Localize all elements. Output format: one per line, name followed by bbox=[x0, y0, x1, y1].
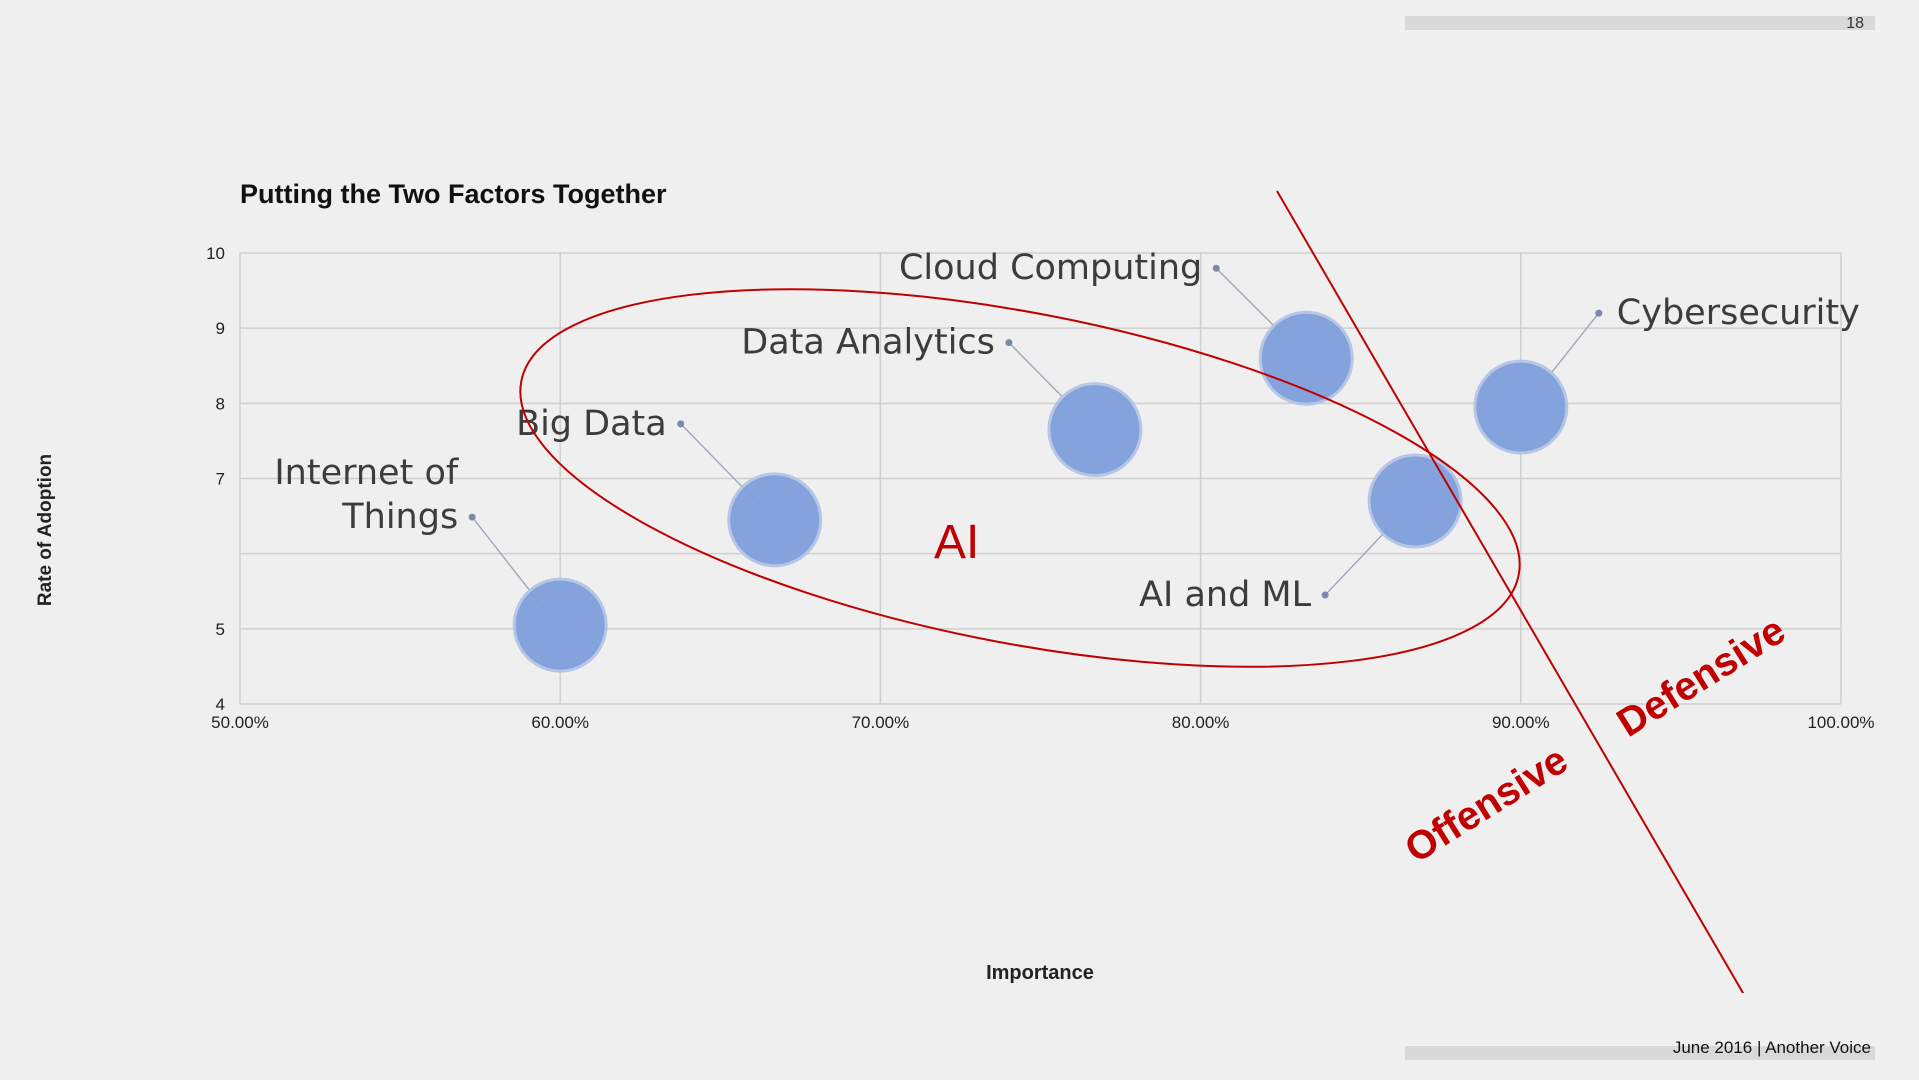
x-tick-label: 50.00% bbox=[211, 713, 269, 732]
chart-title: Putting the Two Factors Together bbox=[240, 179, 667, 209]
y-tick-label: 4 bbox=[216, 695, 225, 714]
data-point bbox=[1473, 359, 1569, 455]
point-label: Data Analytics bbox=[741, 323, 995, 363]
leader-dot bbox=[1321, 591, 1329, 599]
point-label: AI and ML bbox=[1139, 575, 1312, 615]
point-label: Cloud Computing bbox=[899, 248, 1202, 288]
point-label: Cybersecurity bbox=[1617, 293, 1860, 333]
y-tick-label: 10 bbox=[206, 244, 225, 263]
x-axis-label: Importance bbox=[986, 962, 1094, 984]
leader-dot bbox=[677, 420, 685, 428]
y-tick-label: 8 bbox=[216, 394, 225, 413]
x-axis-ticks: 50.00% 60.00% 70.00% 80.00% 90.00% 100.00% bbox=[211, 713, 1874, 732]
y-axis-label: Rate of Adoption bbox=[35, 454, 56, 606]
x-tick-label: 60.00% bbox=[531, 713, 589, 732]
ai-group-ellipse bbox=[519, 288, 1521, 668]
footer-bar bbox=[1405, 1046, 1875, 1060]
slide-number-bar bbox=[1405, 16, 1875, 30]
offensive-defensive-divider bbox=[1276, 190, 1745, 993]
leader-dot bbox=[1595, 309, 1603, 317]
x-tick-label: 70.00% bbox=[852, 713, 910, 732]
leader-dot bbox=[1005, 339, 1013, 347]
gridlines bbox=[239, 252, 1842, 705]
leader-dot bbox=[468, 513, 476, 521]
y-axis-ticks: 10 9 8 7 5 4 bbox=[206, 244, 225, 714]
data-point bbox=[1367, 453, 1463, 549]
leader-dot bbox=[1212, 264, 1220, 272]
point-label: Internet of bbox=[274, 453, 459, 493]
x-tick-label: 100.00% bbox=[1807, 713, 1874, 732]
y-tick-label: 7 bbox=[216, 470, 225, 489]
data-point bbox=[512, 577, 608, 673]
point-label: Things bbox=[341, 497, 458, 537]
ai-group-label: AI bbox=[934, 516, 979, 569]
y-tick-label: 5 bbox=[216, 620, 225, 639]
data-point bbox=[727, 472, 823, 568]
data-point bbox=[1047, 382, 1143, 478]
point-label: Big Data bbox=[516, 404, 667, 444]
y-tick-label: 9 bbox=[216, 319, 225, 338]
footer-text: June 2016 | Another Voice bbox=[1672, 1038, 1871, 1057]
x-tick-label: 80.00% bbox=[1172, 713, 1230, 732]
slide-number: 18 bbox=[1846, 15, 1864, 32]
x-tick-label: 90.00% bbox=[1492, 713, 1550, 732]
chart-panel: Putting the Two Factors Together 10 9 8 7 5 4… bbox=[16, 158, 1896, 993]
scatter-chart: Putting the Two Factors Together 10 9 8 7 5 4… bbox=[35, 179, 1875, 993]
offensive-region-label: Offensive bbox=[1397, 738, 1575, 872]
